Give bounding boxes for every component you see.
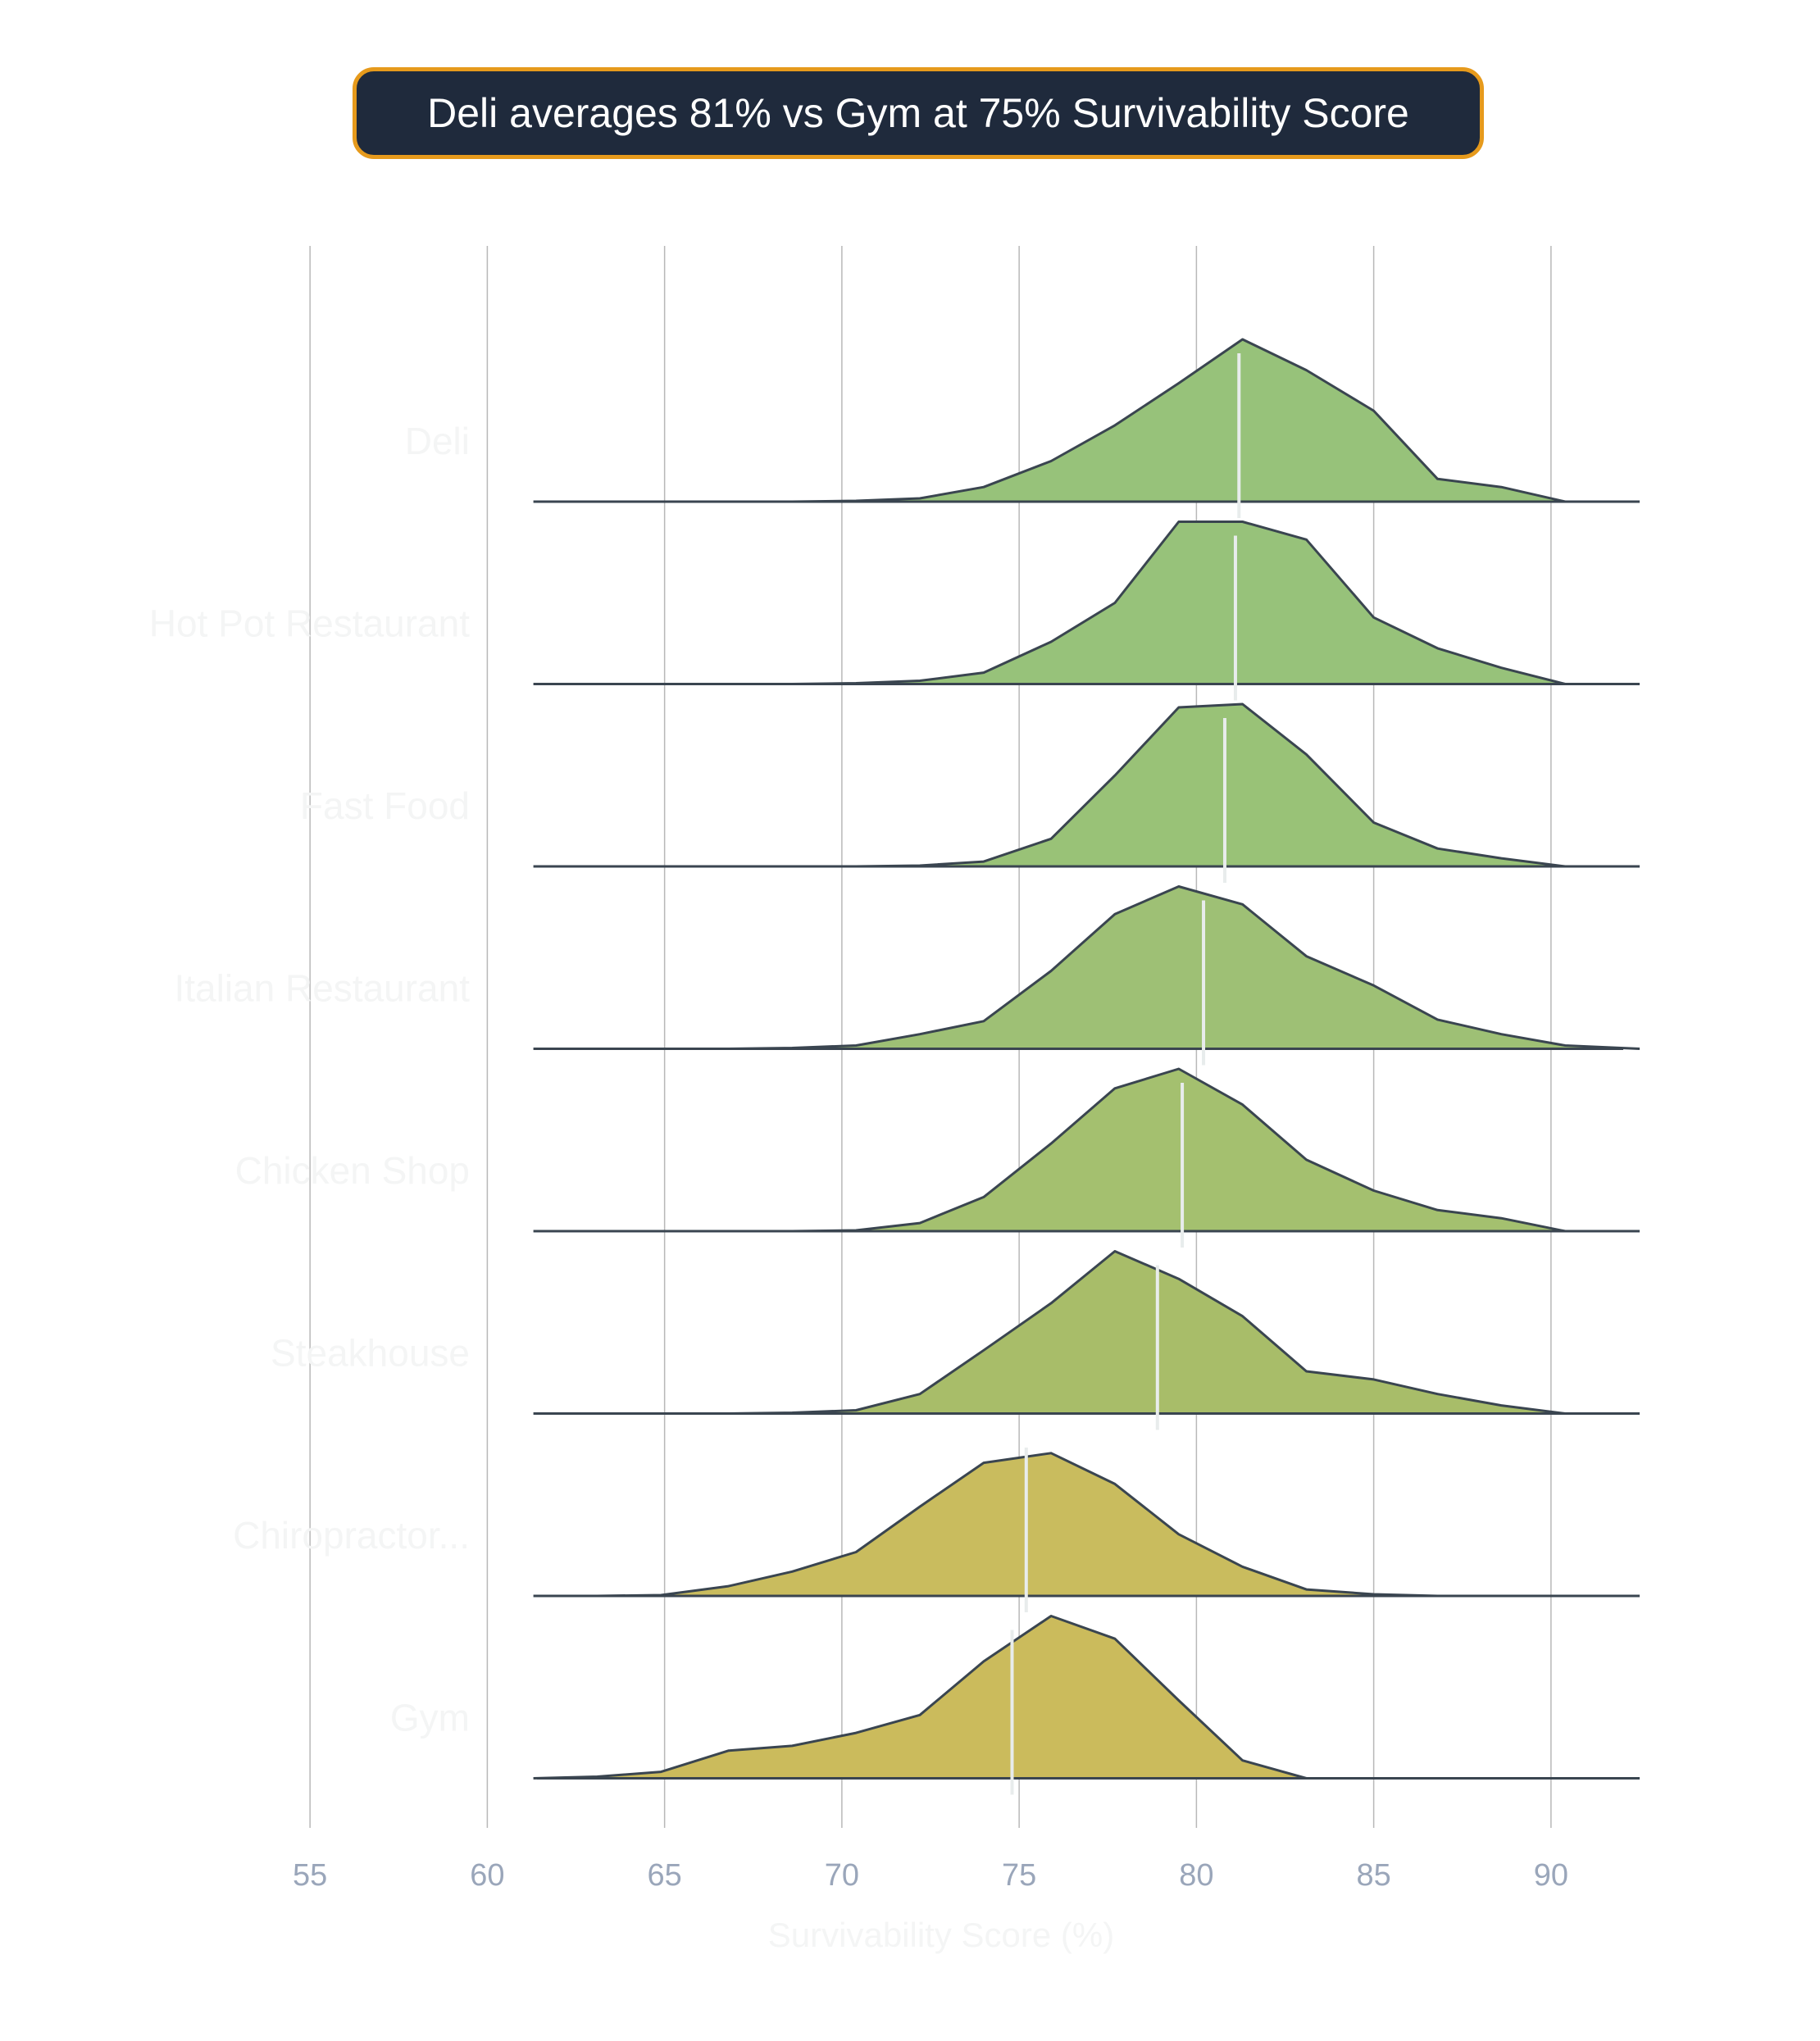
ridge [533,1448,1640,1612]
category-labels: Deli Hot Pot Restaurant Fast Food Italian R… [149,420,470,1739]
x-tick-label: 60 [470,1858,504,1893]
x-tick-label: 55 [293,1858,327,1893]
ridge-area [533,1251,1640,1414]
chart-title: Deli averages 81% vs Gym at 75% Survivab… [353,67,1484,159]
ridge [533,520,1640,701]
ridge [533,885,1640,1066]
x-tick-label: 90 [1534,1858,1568,1893]
category-label: Italian Restaurant [174,967,470,1010]
ridge-area [533,886,1640,1049]
x-tick-label: 80 [1179,1858,1213,1893]
ridge-area [533,1616,1640,1779]
ridges [533,338,1640,1795]
category-label: Chicken Shop [235,1149,470,1192]
ridge [533,1250,1640,1430]
x-tick-label: 65 [648,1858,682,1893]
category-label: Fast Food [300,784,470,827]
ridge [533,702,1640,883]
ridge-area [533,704,1640,866]
x-axis-ticks: 55 60 65 70 75 80 85 90 [293,1858,1568,1893]
category-label: Deli [405,420,470,462]
category-label: Steakhouse [271,1332,470,1375]
ridge [533,338,1640,518]
x-tick-label: 75 [1002,1858,1036,1893]
x-tick-label: 85 [1356,1858,1390,1893]
ridge-area [533,1452,1640,1596]
ridge-area [533,1069,1640,1231]
x-axis-label: Survivability Score (%) [768,1916,1114,1954]
x-tick-label: 70 [825,1858,859,1893]
ridge-area [533,521,1640,684]
category-label: Chiropractor... [233,1514,470,1557]
category-label: Gym [390,1697,470,1739]
category-label: Hot Pot Restaurant [149,602,470,645]
ridge-area [533,339,1640,502]
ridge [533,1067,1640,1248]
ridge [533,1615,1640,1795]
